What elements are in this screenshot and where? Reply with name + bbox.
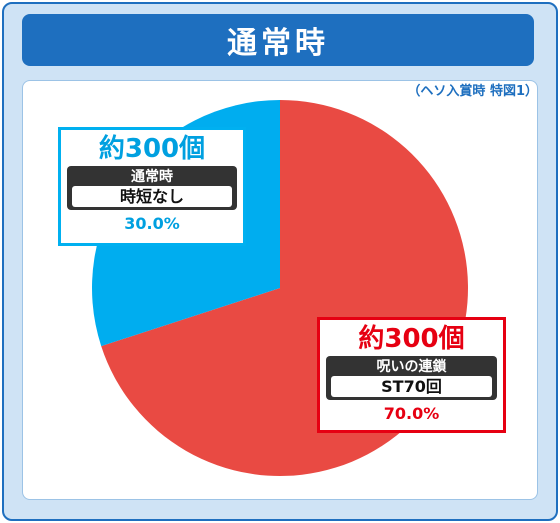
slice-count: 約300個 [98,134,206,164]
slice-label-st: 約300個 呪いの連鎖 ST70回 70.0% [317,317,506,433]
slice-mode-box: 呪いの連鎖 ST70回 [326,356,497,400]
slice-percent: 70.0% [383,404,440,423]
slice-mode-box: 通常時 時短なし [67,166,237,210]
slice-label-normal: 約300個 通常時 時短なし 30.0% [58,127,246,246]
slice-count: 約300個 [358,324,465,354]
slice-mode-name: 通常時 [131,169,173,185]
chart-title: 通常時 [227,26,329,61]
title-bar: 通常時 [22,14,534,66]
slice-percent: 30.0% [124,214,180,233]
slice-mode-detail: 時短なし [72,186,232,207]
slice-mode-name: 呪いの連鎖 [376,359,447,375]
slice-mode-detail: ST70回 [331,376,492,397]
chart-note: （ヘソ入賞時 特図1） [407,84,538,99]
